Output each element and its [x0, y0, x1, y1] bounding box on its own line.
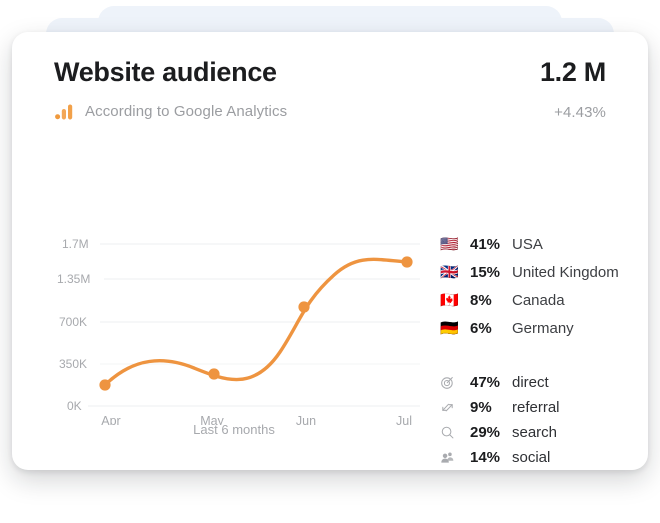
countries-list: 🇺🇸 41% USA 🇬🇧 15% United Kingdom 🇨🇦 8% C…	[440, 230, 640, 342]
source-label: social	[512, 449, 551, 466]
chart-x-axis-labels: Apr May Jun Jul	[101, 414, 412, 425]
metric-delta: +4.43%	[554, 103, 606, 121]
chart-gridlines	[88, 243, 420, 407]
chart-point	[298, 301, 310, 313]
flag-canada-icon: 🇨🇦	[440, 291, 459, 309]
source-label: direct	[512, 374, 549, 391]
list-item[interactable]: 🇨🇦 8% Canada	[440, 286, 640, 314]
referral-arrows-icon	[440, 400, 462, 415]
list-item[interactable]: 9% referral	[440, 395, 640, 420]
list-item[interactable]: 29% search	[440, 420, 640, 445]
chart-point	[208, 368, 220, 380]
audience-line-chart: 1.7M 1.35M 700K 350K 0K Apr May Jun	[48, 200, 420, 440]
source-percentage: 14%	[470, 449, 501, 466]
country-percentage: 6%	[470, 319, 492, 337]
country-label: United Kingdom	[512, 263, 619, 281]
y-tick-label: 350K	[59, 357, 87, 371]
y-tick-label: 1.7M	[62, 237, 89, 251]
chart-line-series	[103, 257, 409, 387]
chart-point	[99, 379, 111, 391]
x-tick-label: Apr	[101, 414, 120, 425]
country-label: Germany	[512, 319, 574, 337]
list-item[interactable]: 🇩🇪 6% Germany	[440, 314, 640, 342]
source-label: referral	[512, 399, 560, 416]
target-icon	[440, 375, 462, 390]
country-label: USA	[512, 235, 543, 253]
flag-usa-icon: 🇺🇸	[440, 235, 459, 253]
card-subtitle: According to Google Analytics	[85, 103, 288, 121]
y-tick-label: 0K	[67, 399, 82, 413]
card-title-block: Website audience According to Google Ana…	[54, 57, 287, 122]
list-item[interactable]: 🇺🇸 41% USA	[440, 230, 640, 258]
chart-data-points	[99, 256, 413, 391]
list-item[interactable]: 14% social	[440, 445, 640, 470]
search-icon	[440, 425, 462, 440]
chart-svg: 1.7M 1.35M 700K 350K 0K Apr May Jun	[57, 237, 420, 425]
flag-uk-icon: 🇬🇧	[440, 263, 459, 281]
google-analytics-icon	[54, 102, 74, 122]
list-item[interactable]: 🇬🇧 15% United Kingdom	[440, 258, 640, 286]
card-subtitle-row: According to Google Analytics	[54, 102, 287, 122]
country-percentage: 8%	[470, 291, 492, 309]
source-label: search	[512, 424, 558, 441]
source-percentage: 9%	[470, 399, 492, 416]
country-percentage: 15%	[470, 263, 501, 281]
country-percentage: 41%	[470, 235, 501, 253]
x-tick-label: May	[200, 414, 224, 425]
chart-point	[401, 256, 413, 268]
people-icon	[440, 450, 462, 465]
country-label: Canada	[512, 291, 565, 309]
metric-value: 1.2 M	[539, 57, 606, 87]
x-tick-label: Jun	[296, 414, 316, 425]
chart-caption: Last 6 months	[193, 422, 275, 437]
traffic-sources-list: 47% direct 9% referral	[440, 370, 640, 470]
flag-germany-icon: 🇩🇪	[440, 319, 459, 337]
source-percentage: 29%	[470, 424, 501, 441]
list-item[interactable]: 47% direct	[440, 370, 640, 395]
website-audience-card: Website audience According to Google Ana…	[12, 32, 648, 470]
x-tick-label: Jul	[396, 414, 412, 425]
chart-y-axis-labels: 1.7M 1.35M 700K 350K 0K	[57, 237, 90, 413]
y-tick-label: 700K	[59, 315, 87, 329]
card-header: Website audience According to Google Ana…	[54, 57, 606, 122]
source-percentage: 47%	[470, 374, 501, 391]
metric-block: 1.2 M +4.43%	[539, 57, 606, 121]
page-title: Website audience	[54, 57, 277, 87]
y-tick-label: 1.35M	[57, 272, 90, 286]
